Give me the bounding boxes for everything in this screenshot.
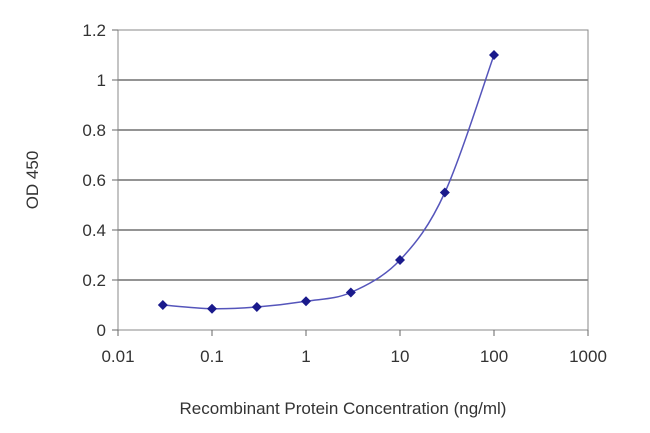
data-point <box>251 302 262 312</box>
y-tick-label: 0.6 <box>82 171 106 190</box>
series-line <box>162 54 495 310</box>
grid-lines <box>118 79 588 281</box>
y-tick-label: 0.8 <box>82 121 106 140</box>
data-point <box>395 255 405 265</box>
data-point <box>489 50 499 60</box>
x-tick-label: 10 <box>391 347 410 366</box>
x-tick-label: 1 <box>301 347 310 366</box>
x-tick-label: 1000 <box>569 347 607 366</box>
x-axis-ticks: 0.01 0.1 1 10 100 1000 <box>101 330 607 366</box>
y-axis-title: OD 450 <box>23 151 42 210</box>
y-tick-label: 1 <box>97 71 106 90</box>
y-tick-label: 0.2 <box>82 271 106 290</box>
x-axis-title: Recombinant Protein Concentration (ng/ml… <box>180 399 507 418</box>
y-tick-label: 0.4 <box>82 221 106 240</box>
data-point <box>157 300 168 310</box>
data-point <box>345 287 356 298</box>
y-tick-label: 1.2 <box>82 21 106 40</box>
x-tick-label: 100 <box>480 347 508 366</box>
series-group <box>157 50 499 314</box>
data-point <box>207 303 217 314</box>
x-tick-label: 0.01 <box>101 347 134 366</box>
data-point <box>439 187 450 198</box>
y-tick-label: 0 <box>97 321 106 340</box>
x-tick-label: 0.1 <box>200 347 224 366</box>
y-axis-ticks: 0 0.2 0.4 0.6 0.8 1 1.2 <box>82 21 118 340</box>
data-point <box>301 296 311 307</box>
